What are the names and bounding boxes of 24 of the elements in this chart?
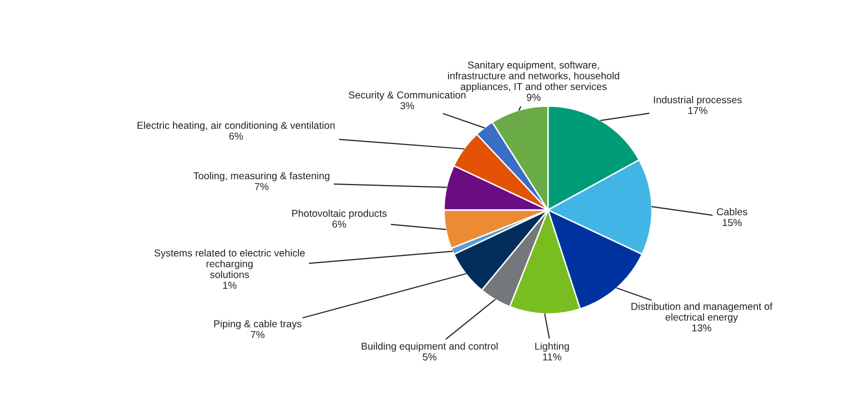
slice-label: Cables <box>716 208 748 216</box>
slice-label: Lighting <box>535 342 569 352</box>
data-label: 6% <box>332 220 346 228</box>
slice-label: Systems related to electric vehicle recharging solutions <box>154 249 305 278</box>
data-label: 3% <box>400 102 414 110</box>
data-label: 15% <box>722 219 742 226</box>
data-label: 17% <box>688 107 708 114</box>
data-label: 6% <box>229 132 243 140</box>
slice-label: Distribution and management of electrical energy <box>632 302 772 323</box>
data-label: 1% <box>223 282 236 289</box>
slice-label: Building equipment and control <box>362 342 498 352</box>
slice-label: Electric heating, air conditioning & ventilation <box>138 122 335 131</box>
data-label: 7% <box>254 183 268 190</box>
data-label: 5% <box>422 353 436 360</box>
slice-label: Sanitary equipment, software, infrastructure and networks, household appliances, IT and other services <box>448 61 620 92</box>
slice-label: Piping & cable trays <box>214 320 302 330</box>
slice-label: Photovoltaic products <box>292 210 387 219</box>
data-label: 13% <box>692 324 712 332</box>
data-label: 11% <box>543 353 562 360</box>
data-label: 9% <box>526 94 540 101</box>
slice-label: Industrial processes <box>654 96 742 106</box>
slice-label: Tooling, measuring & fastening <box>193 172 330 182</box>
slice-label: Security & Communication <box>348 91 466 100</box>
data-label: 7% <box>250 331 264 338</box>
